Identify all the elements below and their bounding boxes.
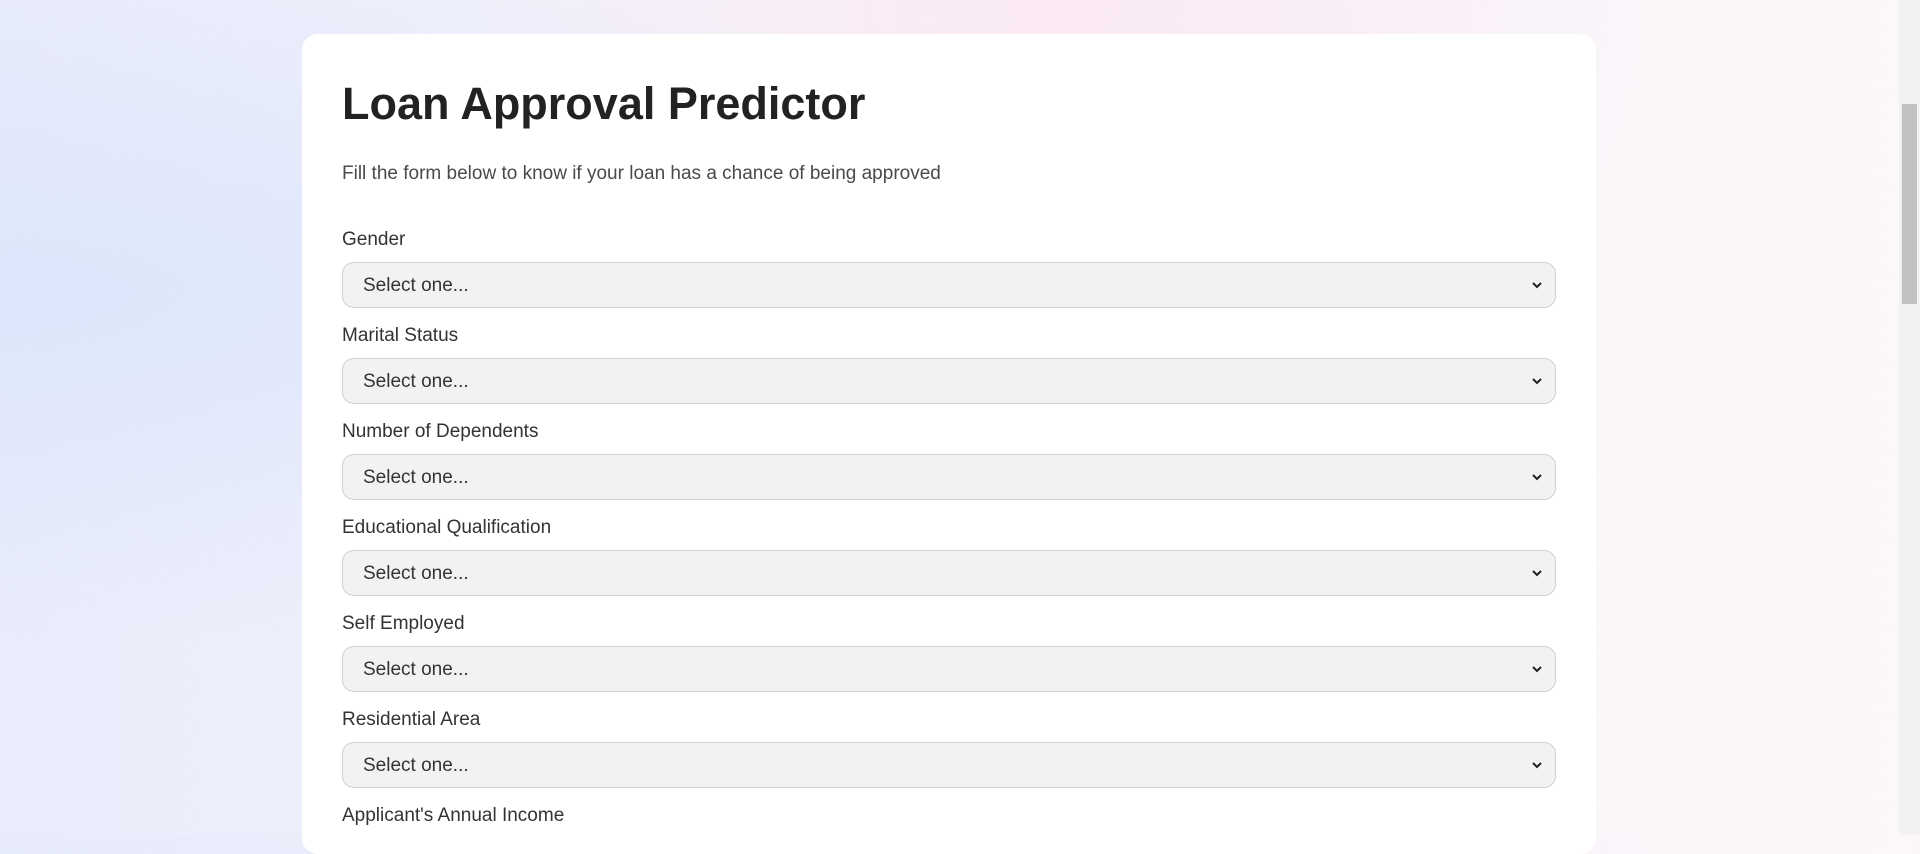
field-label: Marital Status	[342, 325, 459, 346]
form-card	[302, 34, 1596, 854]
select-dropdown[interactable]: Select one...	[342, 550, 1556, 596]
field-label: Gender	[342, 229, 406, 250]
page-subtitle: Fill the form below to know if your loan…	[342, 163, 941, 184]
select-placeholder: Select one...	[363, 371, 469, 392]
chevron-icon	[1532, 378, 1542, 385]
field-label: Applicant's Annual Income	[342, 805, 565, 826]
select-dropdown[interactable]: Select one...	[342, 742, 1556, 788]
select-placeholder: Select one...	[363, 659, 469, 680]
chevron-icon	[1532, 570, 1542, 577]
select-placeholder: Select one...	[363, 755, 469, 776]
field-label: Number of Dependents	[342, 421, 539, 442]
select-placeholder: Select one...	[363, 467, 469, 488]
field-label: Residential Area	[342, 709, 481, 730]
select-placeholder: Select one...	[363, 275, 469, 296]
select-dropdown[interactable]: Select one...	[342, 262, 1556, 308]
field-label: Self Employed	[342, 613, 465, 634]
scrollbar-thumb[interactable]	[1902, 104, 1917, 304]
page: Loan Approval Predictor Fill the form be…	[0, 0, 1920, 835]
chevron-icon	[1532, 282, 1542, 289]
select-dropdown[interactable]: Select one...	[342, 454, 1556, 500]
scrollbar[interactable]	[1899, 0, 1920, 835]
chevron-icon	[1532, 666, 1542, 673]
select-dropdown[interactable]: Select one...	[342, 646, 1556, 692]
select-dropdown[interactable]: Select one...	[342, 358, 1556, 404]
select-placeholder: Select one...	[363, 563, 469, 584]
chevron-icon	[1532, 474, 1542, 481]
page-title: Loan Approval Predictor	[342, 78, 866, 129]
chevron-icon	[1532, 762, 1542, 769]
field-label: Educational Qualification	[342, 517, 552, 538]
